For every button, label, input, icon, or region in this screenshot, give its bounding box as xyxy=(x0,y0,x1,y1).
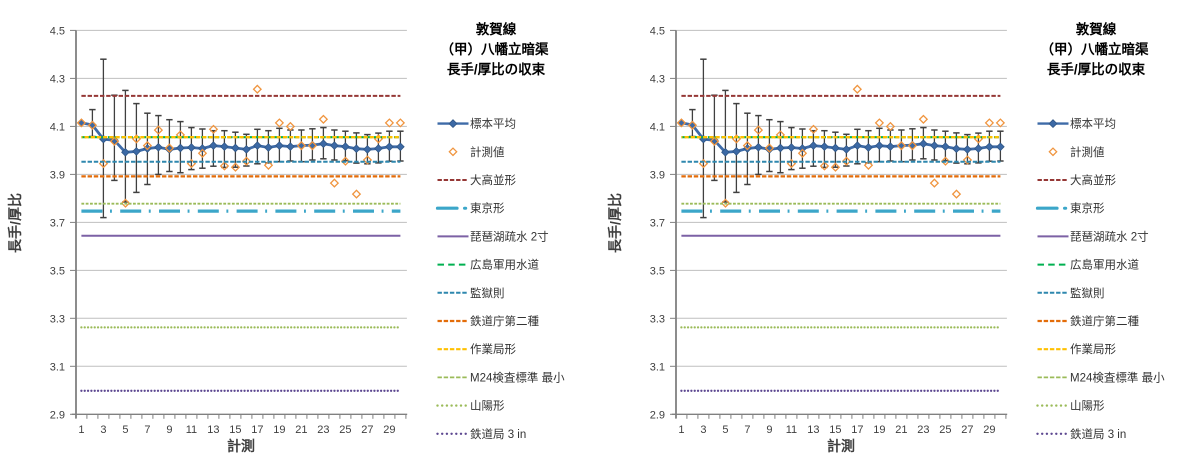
svg-text:11: 11 xyxy=(186,424,197,436)
svg-text:鉄道庁第二種: 鉄道庁第二種 xyxy=(470,314,539,328)
svg-text:長手/厚比: 長手/厚比 xyxy=(7,193,23,253)
svg-text:15: 15 xyxy=(229,424,241,436)
svg-text:監獄則: 監獄則 xyxy=(470,286,505,300)
svg-text:23: 23 xyxy=(317,424,329,436)
svg-text:17: 17 xyxy=(251,424,263,436)
svg-text:計測値: 計測値 xyxy=(470,145,505,159)
svg-text:長手/厚比の収束: 長手/厚比の収束 xyxy=(447,61,546,77)
svg-text:7: 7 xyxy=(144,424,150,436)
svg-text:山陽形: 山陽形 xyxy=(470,400,505,413)
svg-text:（甲）八幡立暗渠: （甲）八幡立暗渠 xyxy=(441,41,549,57)
svg-text:2.9: 2.9 xyxy=(50,409,65,421)
svg-text:21: 21 xyxy=(295,424,307,436)
svg-text:5: 5 xyxy=(122,424,128,436)
svg-text:29: 29 xyxy=(383,424,395,436)
svg-text:3.9: 3.9 xyxy=(50,169,65,181)
svg-text:3.3: 3.3 xyxy=(50,313,65,325)
svg-text:1: 1 xyxy=(78,424,84,436)
svg-text:4.1: 4.1 xyxy=(50,121,65,133)
svg-text:作業局形: 作業局形 xyxy=(470,343,516,356)
svg-text:4.5: 4.5 xyxy=(50,26,65,38)
svg-text:27: 27 xyxy=(361,424,373,436)
svg-text:敦賀線: 敦賀線 xyxy=(476,21,517,37)
svg-text:25: 25 xyxy=(339,424,351,436)
svg-text:3.1: 3.1 xyxy=(50,361,65,373)
svg-text:4.3: 4.3 xyxy=(50,73,65,85)
svg-text:鉄道局 3 in: 鉄道局 3 in xyxy=(470,427,526,441)
svg-text:大高並形: 大高並形 xyxy=(470,173,516,187)
svg-text:広島軍用水道: 広島軍用水道 xyxy=(470,258,539,272)
svg-text:東京形: 東京形 xyxy=(470,201,505,215)
svg-text:琵琶湖疏水 2寸: 琵琶湖疏水 2寸 xyxy=(470,229,549,243)
svg-text:3.7: 3.7 xyxy=(50,217,65,229)
svg-text:M24検査標準 最小: M24検査標準 最小 xyxy=(470,370,565,384)
svg-text:標本平均: 標本平均 xyxy=(470,117,516,131)
svg-text:3: 3 xyxy=(100,424,106,436)
svg-text:3.5: 3.5 xyxy=(50,265,65,277)
svg-text:13: 13 xyxy=(207,424,219,436)
svg-text:計測: 計測 xyxy=(227,438,255,454)
svg-text:19: 19 xyxy=(273,424,285,436)
svg-text:9: 9 xyxy=(166,424,172,436)
